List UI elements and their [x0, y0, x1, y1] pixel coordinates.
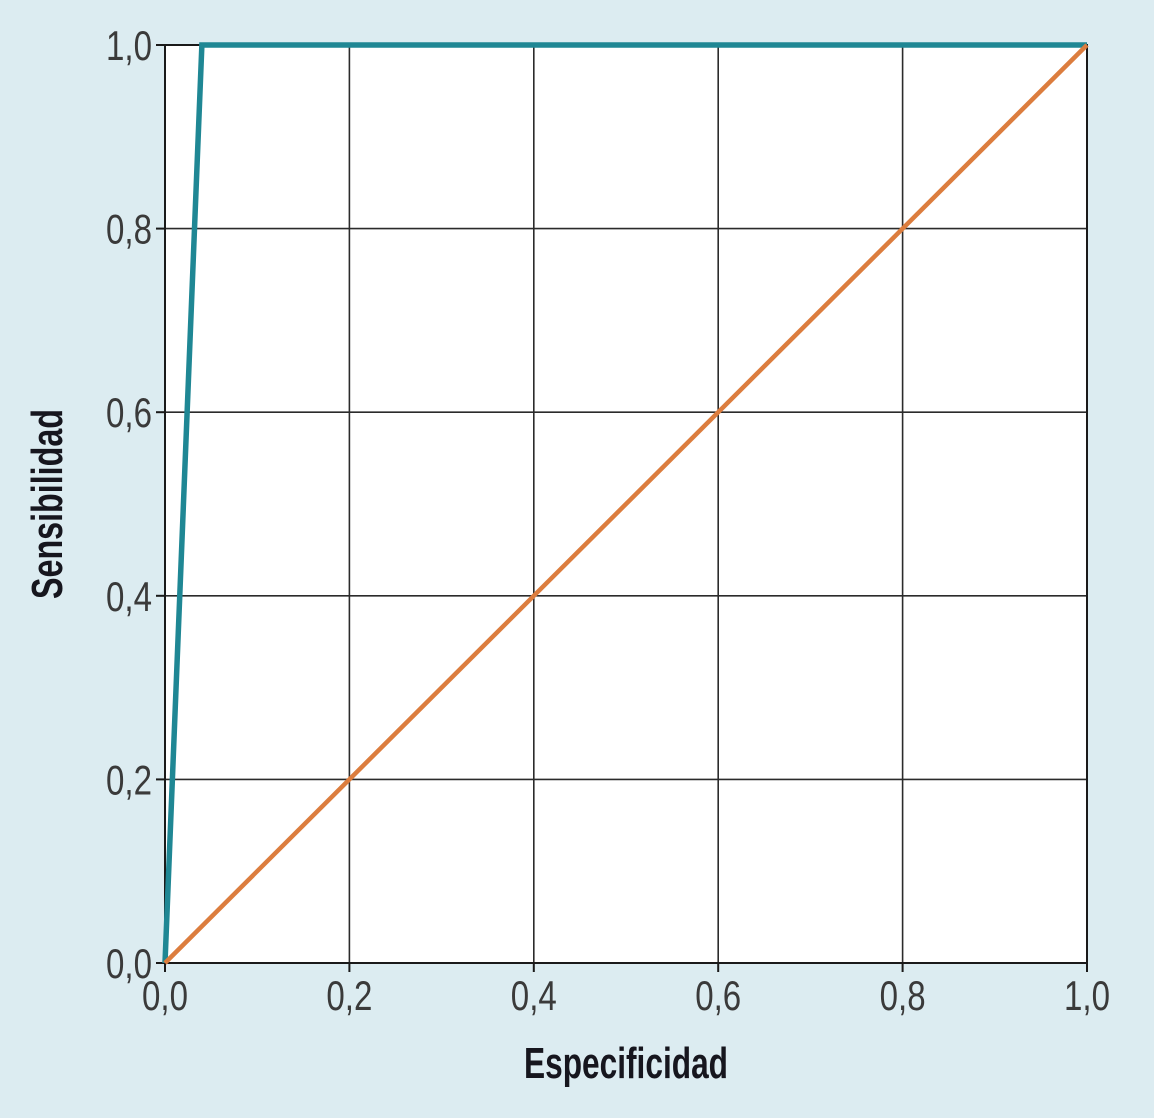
y-tick-label: 1,0: [106, 22, 152, 69]
x-tick-label: 0,8: [880, 972, 926, 1019]
series-reference-diagonal: [163, 43, 1089, 965]
x-tick-label: 0,6: [695, 972, 741, 1019]
y-tick-label: 0,6: [106, 389, 152, 436]
y-axis-label: Sensibilidad: [23, 409, 72, 599]
series-layer: [162, 42, 1089, 965]
tick-label-layer: 0,0 0,2 0,4 0,6 0,8 1,0 0,0 0,2 0,4 0,6 0,8 1,0: [106, 22, 1110, 1019]
y-tick-label: 0,0: [106, 940, 152, 987]
series-roc-curve: [162, 42, 1087, 964]
tick-layer: [156, 44, 1088, 972]
grid-layer: [164, 44, 1088, 964]
y-tick-label: 0,8: [106, 206, 152, 253]
y-tick-label: 0,2: [106, 756, 152, 803]
x-tick-label: 0,2: [326, 972, 372, 1019]
x-axis-label: Especificidad: [524, 1039, 728, 1088]
x-tick-label: 0,0: [142, 972, 188, 1019]
x-tick-label: 1,0: [1064, 972, 1110, 1019]
y-tick-label: 0,4: [106, 573, 152, 620]
x-tick-label: 0,4: [511, 972, 557, 1019]
